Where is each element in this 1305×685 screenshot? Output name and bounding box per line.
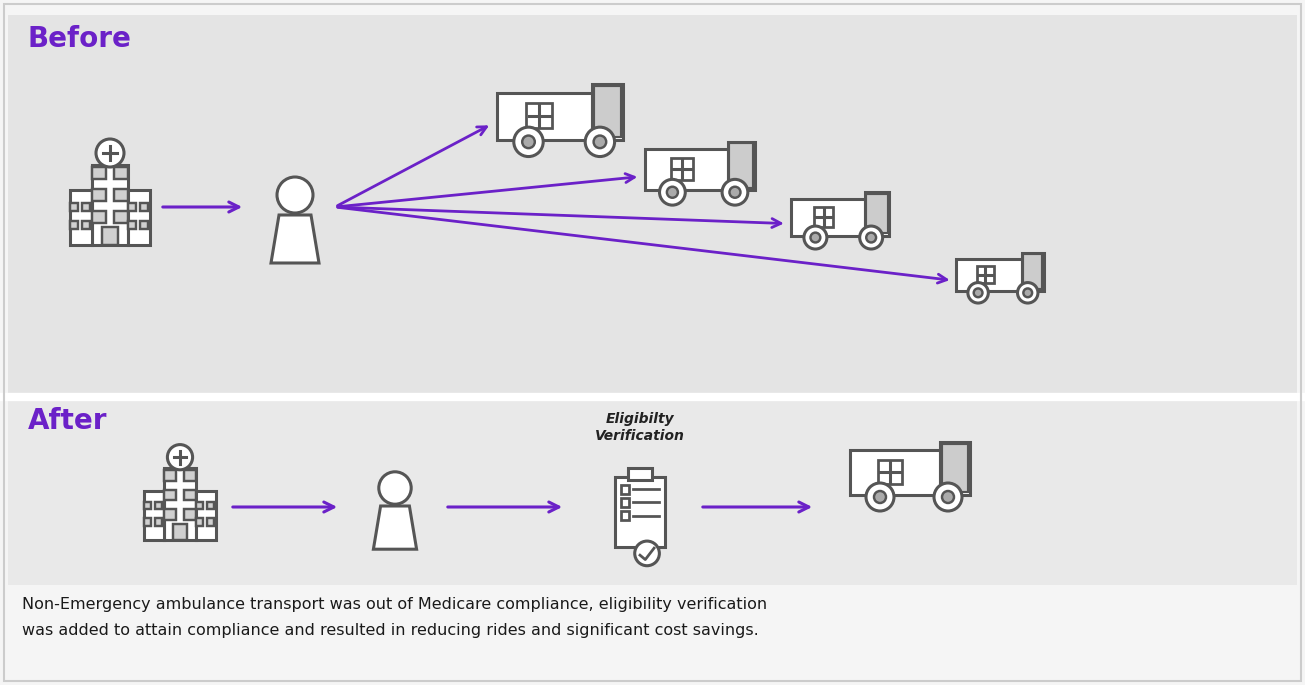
Circle shape [634, 541, 659, 566]
Circle shape [167, 445, 193, 470]
FancyBboxPatch shape [8, 400, 1297, 585]
Polygon shape [144, 502, 151, 510]
Polygon shape [140, 203, 147, 211]
Polygon shape [102, 227, 117, 245]
Polygon shape [791, 199, 865, 236]
Circle shape [804, 226, 827, 249]
Text: Before: Before [27, 25, 132, 53]
Polygon shape [942, 444, 968, 492]
Polygon shape [373, 506, 416, 549]
Polygon shape [616, 477, 664, 547]
Circle shape [277, 177, 313, 213]
Circle shape [1023, 288, 1032, 297]
Polygon shape [114, 189, 128, 201]
Polygon shape [140, 221, 147, 229]
Circle shape [722, 179, 748, 205]
Polygon shape [164, 468, 196, 540]
Circle shape [97, 139, 124, 167]
Circle shape [585, 127, 615, 157]
Polygon shape [184, 470, 196, 481]
Polygon shape [114, 211, 128, 223]
Polygon shape [155, 519, 162, 525]
Circle shape [874, 491, 886, 503]
Text: Eligibilty
Verification: Eligibilty Verification [595, 412, 685, 443]
Polygon shape [164, 490, 176, 501]
Polygon shape [867, 194, 887, 234]
Polygon shape [91, 211, 106, 223]
Polygon shape [271, 215, 318, 263]
Polygon shape [591, 84, 622, 140]
Polygon shape [128, 203, 136, 211]
Circle shape [659, 179, 685, 205]
Polygon shape [1023, 254, 1043, 289]
Polygon shape [70, 190, 91, 245]
Circle shape [378, 472, 411, 504]
Polygon shape [184, 510, 196, 520]
Polygon shape [940, 442, 970, 495]
Polygon shape [70, 221, 78, 229]
Polygon shape [865, 192, 889, 236]
Circle shape [594, 136, 607, 148]
Polygon shape [70, 203, 78, 211]
Circle shape [974, 288, 983, 297]
Polygon shape [196, 490, 217, 540]
Polygon shape [729, 143, 753, 188]
Polygon shape [155, 502, 162, 510]
Polygon shape [128, 221, 136, 229]
Text: After: After [27, 407, 107, 435]
Circle shape [867, 483, 894, 511]
Polygon shape [957, 258, 1022, 291]
Circle shape [1018, 283, 1037, 303]
Polygon shape [82, 203, 90, 211]
Polygon shape [91, 165, 128, 245]
Text: was added to attain compliance and resulted in reducing rides and significant co: was added to attain compliance and resul… [22, 623, 758, 638]
Polygon shape [164, 510, 176, 520]
Polygon shape [594, 86, 621, 136]
Polygon shape [1022, 253, 1044, 291]
Polygon shape [497, 92, 591, 140]
Polygon shape [91, 189, 106, 201]
Circle shape [729, 187, 740, 198]
Polygon shape [82, 221, 90, 229]
Circle shape [867, 233, 876, 242]
Circle shape [810, 233, 821, 242]
Circle shape [860, 226, 882, 249]
Polygon shape [207, 502, 214, 510]
Circle shape [667, 187, 677, 198]
Polygon shape [164, 470, 176, 481]
Polygon shape [645, 149, 728, 190]
FancyBboxPatch shape [8, 15, 1297, 395]
Circle shape [934, 483, 962, 511]
Circle shape [942, 491, 954, 503]
Polygon shape [196, 519, 204, 525]
Polygon shape [628, 468, 652, 480]
Polygon shape [144, 519, 151, 525]
Text: Non-Emergency ambulance transport was out of Medicare compliance, eligibility ve: Non-Emergency ambulance transport was ou… [22, 597, 767, 612]
Polygon shape [184, 490, 196, 501]
Polygon shape [128, 190, 150, 245]
Polygon shape [850, 450, 940, 495]
Polygon shape [172, 524, 187, 540]
Circle shape [514, 127, 543, 157]
Polygon shape [144, 490, 164, 540]
Polygon shape [114, 167, 128, 179]
Polygon shape [91, 167, 106, 179]
Polygon shape [207, 519, 214, 525]
Polygon shape [196, 502, 204, 510]
Circle shape [968, 283, 988, 303]
Polygon shape [728, 142, 756, 190]
Circle shape [522, 136, 535, 148]
